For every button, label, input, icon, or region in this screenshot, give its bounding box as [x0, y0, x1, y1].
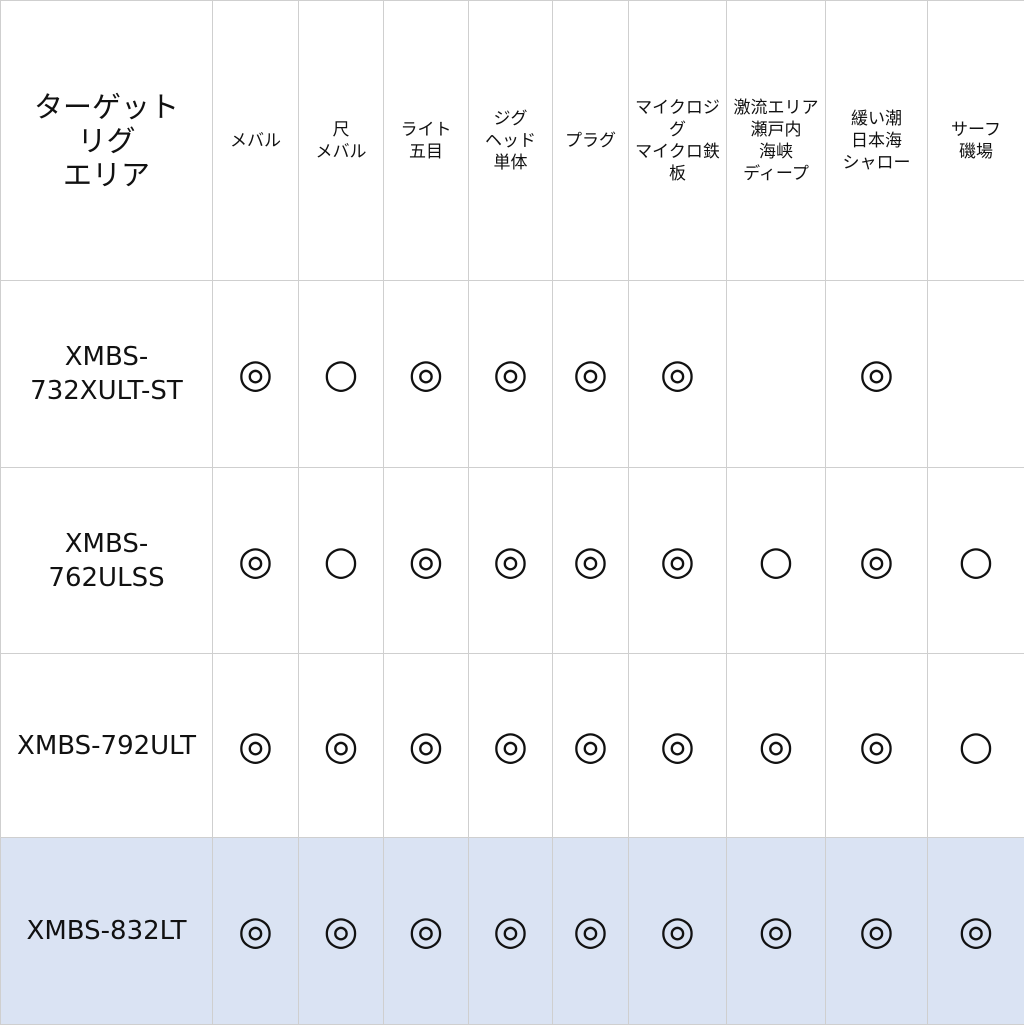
double-circle-mark: ◎	[553, 468, 629, 654]
double-circle-mark: ◎	[384, 654, 469, 838]
double-circle-mark: ◎	[299, 654, 384, 838]
circle-mark: ○	[299, 281, 384, 468]
circle-mark: ○	[299, 468, 384, 654]
column-header: ジグ ヘッド 単体	[469, 1, 553, 281]
double-circle-mark: ◎	[928, 838, 1024, 1025]
double-circle-mark: ◎	[213, 654, 299, 838]
double-circle-mark: ◎	[553, 838, 629, 1025]
model-name: XMBS- 732XULT-ST	[1, 281, 213, 468]
double-circle-mark: ◎	[826, 838, 928, 1025]
double-circle-mark: ◎	[826, 468, 928, 654]
double-circle-mark: ◎	[384, 838, 469, 1025]
double-circle-mark: ◎	[553, 654, 629, 838]
column-header: メバル	[213, 1, 299, 281]
double-circle-mark: ◎	[213, 468, 299, 654]
empty-cell	[727, 281, 826, 468]
double-circle-mark: ◎	[629, 838, 727, 1025]
double-circle-mark: ◎	[553, 281, 629, 468]
empty-cell	[928, 281, 1024, 468]
double-circle-mark: ◎	[384, 468, 469, 654]
double-circle-mark: ◎	[469, 654, 553, 838]
table-row: XMBS-792ULT◎◎◎◎◎◎◎◎○	[1, 654, 1024, 838]
column-header: サーフ 磯場	[928, 1, 1024, 281]
corner-header: ターゲット リグ エリア	[1, 1, 213, 281]
table-row: XMBS- 762ULSS◎○◎◎◎◎○◎○	[1, 468, 1024, 654]
column-header: 緩い潮 日本海 シャロー	[826, 1, 928, 281]
double-circle-mark: ◎	[727, 838, 826, 1025]
column-header: 激流エリア 瀬戸内 海峡 ディープ	[727, 1, 826, 281]
circle-mark: ○	[928, 468, 1024, 654]
double-circle-mark: ◎	[629, 654, 727, 838]
header-row: ターゲット リグ エリア メバル尺 メバルライト 五目ジグ ヘッド 単体プラグマ…	[1, 1, 1024, 281]
column-header: マイクロジ グ マイクロ鉄 板	[629, 1, 727, 281]
double-circle-mark: ◎	[299, 838, 384, 1025]
double-circle-mark: ◎	[629, 281, 727, 468]
model-name: XMBS- 762ULSS	[1, 468, 213, 654]
double-circle-mark: ◎	[629, 468, 727, 654]
double-circle-mark: ◎	[469, 468, 553, 654]
circle-mark: ○	[928, 654, 1024, 838]
double-circle-mark: ◎	[384, 281, 469, 468]
double-circle-mark: ◎	[469, 838, 553, 1025]
double-circle-mark: ◎	[213, 838, 299, 1025]
table-row: XMBS-832LT◎◎◎◎◎◎◎◎◎	[1, 838, 1024, 1025]
model-name: XMBS-832LT	[1, 838, 213, 1025]
column-header: 尺 メバル	[299, 1, 384, 281]
column-header: ライト 五目	[384, 1, 469, 281]
circle-mark: ○	[727, 468, 826, 654]
double-circle-mark: ◎	[826, 654, 928, 838]
table-row: XMBS- 732XULT-ST◎○◎◎◎◎◎	[1, 281, 1024, 468]
double-circle-mark: ◎	[469, 281, 553, 468]
double-circle-mark: ◎	[213, 281, 299, 468]
model-name: XMBS-792ULT	[1, 654, 213, 838]
double-circle-mark: ◎	[727, 654, 826, 838]
double-circle-mark: ◎	[826, 281, 928, 468]
column-header: プラグ	[553, 1, 629, 281]
